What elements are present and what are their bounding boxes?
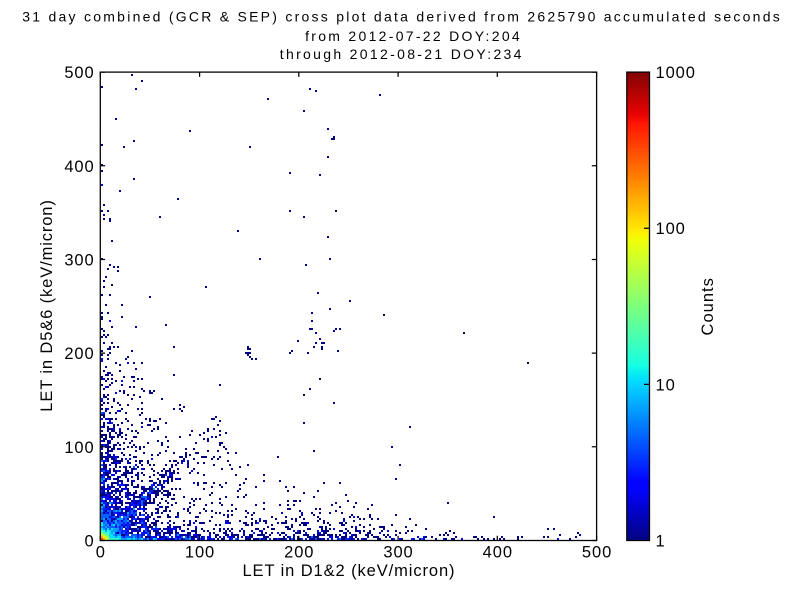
svg-text:100: 100 bbox=[656, 220, 686, 238]
svg-text:1000: 1000 bbox=[656, 64, 696, 82]
svg-text:400: 400 bbox=[64, 158, 94, 176]
svg-text:LET in D1&2 (keV/micron): LET in D1&2 (keV/micron) bbox=[242, 562, 455, 580]
svg-text:500: 500 bbox=[582, 543, 612, 561]
svg-text:LET in D5&6 (keV/micron): LET in D5&6 (keV/micron) bbox=[38, 199, 56, 411]
svg-text:500: 500 bbox=[64, 64, 94, 82]
svg-text:300: 300 bbox=[383, 543, 413, 561]
svg-text:1: 1 bbox=[656, 533, 666, 551]
svg-text:0: 0 bbox=[96, 543, 106, 561]
svg-text:0: 0 bbox=[85, 533, 95, 551]
svg-text:through 2012-08-21 DOY:234: through 2012-08-21 DOY:234 bbox=[280, 46, 524, 62]
svg-text:200: 200 bbox=[284, 543, 314, 561]
svg-text:Counts: Counts bbox=[699, 277, 717, 335]
svg-text:200: 200 bbox=[64, 345, 94, 363]
svg-text:300: 300 bbox=[64, 251, 94, 269]
svg-text:31 day combined (GCR & SEP) cr: 31 day combined (GCR & SEP) cross plot d… bbox=[22, 8, 782, 24]
svg-text:100: 100 bbox=[64, 439, 94, 457]
svg-text:10: 10 bbox=[656, 376, 676, 394]
svg-text:100: 100 bbox=[185, 543, 215, 561]
svg-text:from 2012-07-22 DOY:204: from 2012-07-22 DOY:204 bbox=[305, 28, 522, 44]
svg-text:400: 400 bbox=[483, 543, 513, 561]
